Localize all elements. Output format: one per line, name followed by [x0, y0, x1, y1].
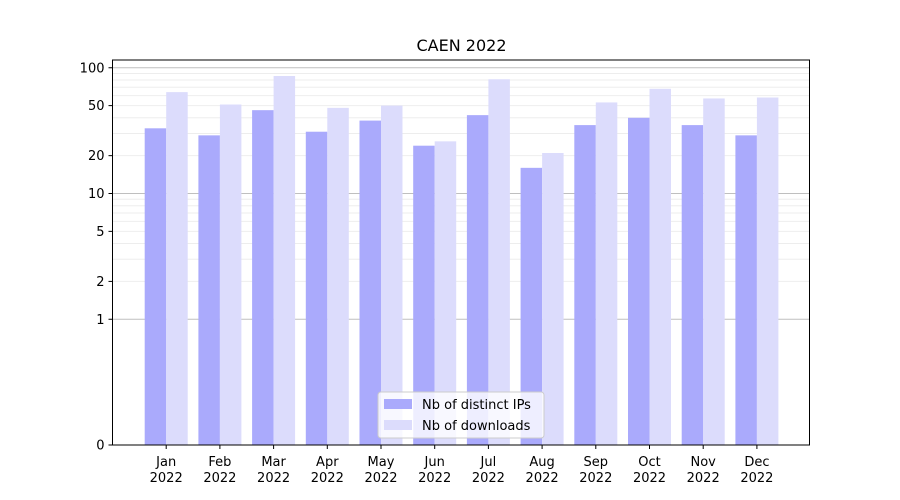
x-tick-label-month: Jun: [424, 455, 445, 470]
bar-distinct-ips: [359, 120, 381, 445]
plot-frame: [112, 59, 810, 446]
bar-downloads: [273, 75, 296, 445]
x-tick-label-month: Oct: [638, 455, 660, 470]
bar-downloads: [756, 97, 779, 446]
y-tick-label: 50: [88, 99, 105, 114]
legend-swatch: [384, 399, 412, 409]
legend-label: Nb of distinct IPs: [422, 398, 531, 413]
y-tick-label: 20: [88, 149, 105, 164]
bar-downloads: [542, 152, 564, 445]
x-tick-label-year: 2022: [526, 471, 559, 486]
x-tick-label-year: 2022: [418, 471, 451, 486]
x-tick-label-month: Jul: [480, 455, 497, 470]
x-tick-label-year: 2022: [579, 471, 612, 486]
legend-swatch: [384, 420, 412, 430]
bar-downloads: [434, 141, 457, 445]
x-tick-label-month: Aug: [529, 455, 554, 470]
bar-downloads: [219, 104, 242, 445]
y-axis: 0 1 2 5 10 20 50 100: [80, 61, 113, 454]
bar-distinct-ips: [681, 125, 704, 446]
x-tick-label-month: Mar: [261, 455, 286, 470]
bar-downloads: [327, 107, 349, 445]
bar-distinct-ips: [574, 125, 596, 446]
x-tick-label-year: 2022: [633, 471, 666, 486]
bar-downloads: [166, 92, 188, 445]
x-tick-label-year: 2022: [311, 471, 344, 486]
y-tick-label: 2: [96, 275, 104, 290]
legend-box: [377, 391, 545, 439]
x-tick-label-year: 2022: [472, 471, 505, 486]
bar-distinct-ips: [305, 131, 328, 445]
x-tick-label-year: 2022: [257, 471, 290, 486]
x-tick-label-month: Sep: [584, 455, 609, 470]
legend: Nb of distinct IPs Nb of downloads: [377, 391, 545, 439]
bar-distinct-ips: [144, 128, 167, 446]
x-tick-label-year: 2022: [150, 471, 183, 486]
bar-distinct-ips: [735, 135, 757, 445]
y-tick-label: 10: [88, 187, 105, 202]
bar-downloads: [649, 88, 671, 445]
bar-downloads: [595, 102, 618, 445]
y-tick-label: 0: [96, 439, 104, 454]
x-tick-label-month: Apr: [316, 455, 339, 470]
x-tick-label-month: Nov: [691, 455, 717, 470]
x-tick-label-year: 2022: [203, 471, 236, 486]
bar-downloads: [488, 79, 510, 445]
chart-title: CAEN 2022: [417, 36, 507, 55]
x-tick-label-month: Jan: [155, 455, 176, 470]
x-tick-label-year: 2022: [364, 471, 397, 486]
bar-distinct-ips: [252, 110, 274, 445]
bar-downloads: [381, 105, 403, 446]
y-tick-label: 100: [80, 61, 105, 76]
x-tick-label-month: Feb: [208, 455, 231, 470]
bar-distinct-ips: [628, 117, 650, 446]
x-tick-label-month: Dec: [744, 455, 769, 470]
y-tick-label: 1: [96, 313, 104, 328]
x-axis: Jan2022Feb2022Mar2022Apr2022May2022Jun20…: [150, 445, 773, 486]
x-tick-label-month: May: [368, 455, 395, 470]
x-tick-label-year: 2022: [740, 471, 773, 486]
bar-distinct-ips: [413, 145, 435, 445]
x-tick-label-year: 2022: [687, 471, 720, 486]
legend-label: Nb of downloads: [422, 419, 531, 434]
bar-downloads: [703, 98, 725, 445]
bar-distinct-ips: [466, 115, 489, 446]
bar-distinct-ips: [198, 135, 220, 445]
bar-distinct-ips: [520, 167, 543, 445]
y-tick-label: 5: [96, 225, 104, 240]
bars-layer: [144, 75, 779, 446]
